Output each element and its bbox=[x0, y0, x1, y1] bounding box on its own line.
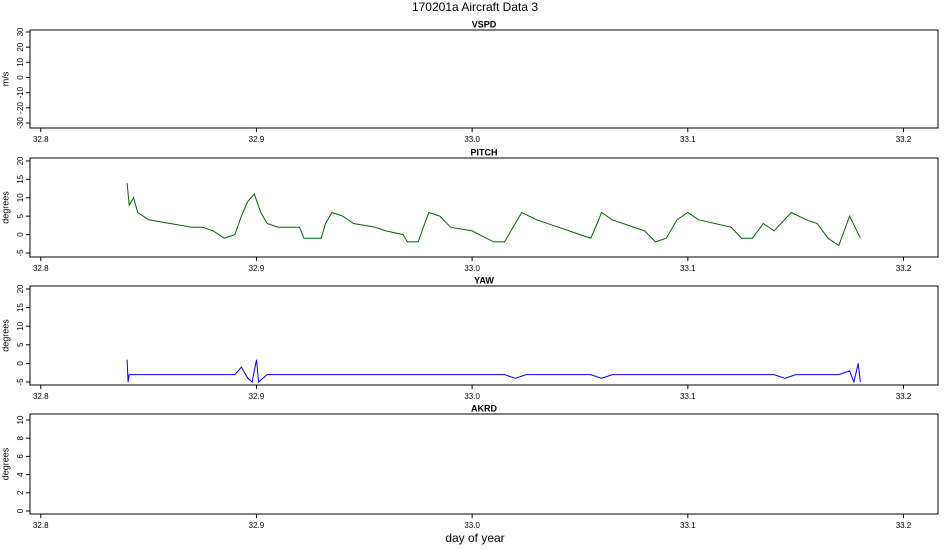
y-tick-label: 8 bbox=[16, 435, 25, 440]
y-tick-label: 15 bbox=[16, 303, 25, 312]
y-tick-label: -5 bbox=[16, 249, 25, 257]
y-tick-label: 0 bbox=[16, 361, 25, 366]
plot-frame bbox=[29, 29, 939, 129]
x-tick-label: 33.2 bbox=[896, 392, 912, 401]
y-tick-label: 20 bbox=[16, 156, 25, 165]
plot-frame bbox=[29, 157, 939, 258]
y-tick-label: 0 bbox=[16, 508, 25, 513]
y-axis-label: degrees bbox=[0, 319, 10, 352]
panel-title: PITCH bbox=[471, 147, 498, 157]
plot-frame bbox=[29, 413, 939, 515]
y-tick-label: 2 bbox=[16, 490, 25, 495]
y-tick-label: -10 bbox=[16, 86, 25, 98]
y-axis-label: degrees bbox=[0, 447, 10, 480]
x-tick-label: 32.9 bbox=[249, 392, 265, 401]
x-tick-label: 33.1 bbox=[680, 264, 696, 273]
figure-title: 170201a Aircraft Data 3 bbox=[412, 0, 538, 14]
x-tick-label: 33.1 bbox=[680, 521, 696, 530]
y-tick-label: 15 bbox=[16, 174, 25, 183]
x-tick-label: 32.9 bbox=[249, 521, 265, 530]
y-axis-label: m/s bbox=[0, 71, 10, 86]
x-tick-label: 33.1 bbox=[680, 392, 696, 401]
panel-title: AKRD bbox=[471, 403, 497, 413]
x-tick-label: 32.9 bbox=[249, 135, 265, 144]
y-tick-label: 5 bbox=[16, 342, 25, 347]
panel-title: VSPD bbox=[472, 19, 497, 29]
x-tick-label: 33.0 bbox=[464, 392, 480, 401]
x-tick-label: 33.2 bbox=[896, 135, 912, 144]
y-tick-label: 5 bbox=[16, 213, 25, 218]
y-axis-label: degrees bbox=[0, 191, 10, 224]
y-tick-label: 10 bbox=[16, 321, 25, 330]
y-tick-label: -30 bbox=[16, 117, 25, 129]
x-tick-label: 32.8 bbox=[33, 392, 49, 401]
x-tick-label: 33.1 bbox=[680, 135, 696, 144]
plot-frame bbox=[29, 285, 939, 386]
x-tick-label: 33.0 bbox=[464, 135, 480, 144]
y-tick-label: 6 bbox=[16, 454, 25, 459]
y-tick-label: 20 bbox=[16, 284, 25, 293]
y-tick-label: -20 bbox=[16, 101, 25, 113]
x-tick-label: 32.8 bbox=[33, 135, 49, 144]
y-tick-label: 10 bbox=[16, 193, 25, 202]
data-line bbox=[126, 359, 861, 384]
y-tick-label: 10 bbox=[16, 57, 25, 66]
y-tick-label: 30 bbox=[16, 27, 25, 36]
x-tick-label: 33.2 bbox=[896, 264, 912, 273]
x-tick-label: 32.8 bbox=[33, 264, 49, 273]
x-tick-label: 32.8 bbox=[33, 521, 49, 530]
y-tick-label: 0 bbox=[16, 75, 25, 80]
y-tick-label: 10 bbox=[16, 415, 25, 424]
x-axis-label: day of year bbox=[445, 531, 504, 545]
y-tick-label: 20 bbox=[16, 42, 25, 51]
x-tick-label: 33.2 bbox=[896, 521, 912, 530]
x-tick-label: 32.9 bbox=[249, 264, 265, 273]
y-tick-label: 0 bbox=[16, 232, 25, 237]
x-tick-label: 33.0 bbox=[464, 521, 480, 530]
y-tick-label: -5 bbox=[16, 378, 25, 386]
panel-title: YAW bbox=[474, 275, 494, 285]
data-line bbox=[126, 182, 861, 247]
x-tick-label: 33.0 bbox=[464, 264, 480, 273]
y-tick-label: 4 bbox=[16, 472, 25, 477]
